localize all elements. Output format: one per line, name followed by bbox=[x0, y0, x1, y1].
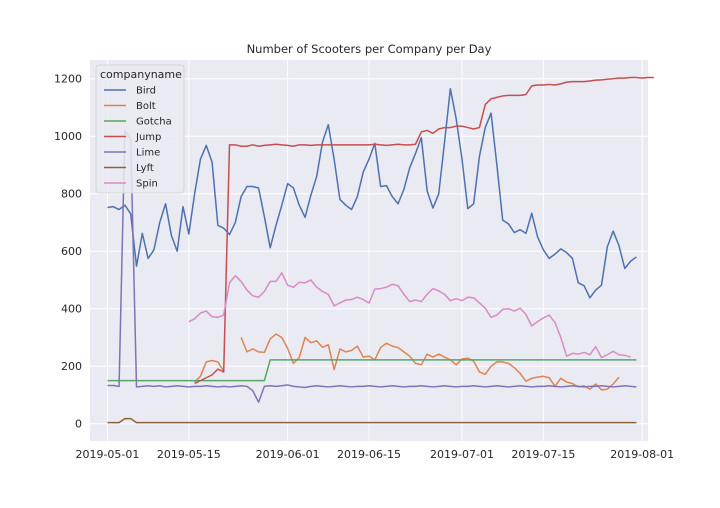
legend-box bbox=[95, 64, 185, 194]
series-line-spin bbox=[188, 272, 631, 359]
legend-label-gotcha: Gotcha bbox=[136, 117, 172, 128]
series-lines bbox=[107, 76, 654, 424]
y-tick-label: 800 bbox=[61, 188, 82, 201]
legend: companyname Bird Bolt Gotcha Jump Lime Lyft Sp… bbox=[95, 64, 185, 194]
legend-items: Bird Bolt Gotcha Jump Lime Lyft Spin bbox=[104, 86, 172, 190]
legend-label-bird: Bird bbox=[136, 86, 156, 97]
x-tick-label: 2019-08-01 bbox=[610, 448, 674, 461]
y-tick-label: 400 bbox=[61, 303, 82, 316]
x-tick-label: 2019-06-15 bbox=[337, 448, 401, 461]
series-line-lime bbox=[107, 129, 637, 403]
grid bbox=[90, 60, 648, 441]
x-tick-label: 2019-05-01 bbox=[75, 448, 139, 461]
series-line-lyft bbox=[107, 417, 637, 424]
legend-label-spin: Spin bbox=[136, 179, 158, 190]
series-line-bolt bbox=[240, 333, 620, 391]
series-line-jump bbox=[194, 76, 654, 385]
x-tick-label: 2019-07-01 bbox=[430, 448, 494, 461]
x-tick-label: 2019-07-15 bbox=[511, 448, 575, 461]
y-tick-label: 200 bbox=[61, 360, 82, 373]
y-tick-label: 600 bbox=[61, 245, 82, 258]
y-tick-label: 0 bbox=[75, 418, 82, 431]
legend-title: companyname bbox=[100, 68, 182, 81]
y-tick-label: 1000 bbox=[54, 130, 82, 143]
y-tick-label: 1200 bbox=[54, 73, 82, 86]
y-tick-labels: 0 200 400 600 800 1000 1200 bbox=[54, 73, 82, 431]
series-line-bird bbox=[107, 88, 637, 299]
legend-label-jump: Jump bbox=[135, 132, 161, 143]
chart-title: Number of Scooters per Company per Day bbox=[247, 42, 492, 56]
series-line-bolt bbox=[194, 359, 225, 383]
x-tick-label: 2019-06-01 bbox=[256, 448, 320, 461]
series-line-gotcha bbox=[107, 359, 637, 382]
legend-label-bolt: Bolt bbox=[136, 101, 156, 112]
legend-label-lyft: Lyft bbox=[136, 163, 154, 174]
legend-label-lime: Lime bbox=[136, 148, 160, 159]
x-tick-labels: 2019-05-01 2019-05-15 2019-06-01 2019-06-15… bbox=[75, 448, 674, 461]
x-tick-label: 2019-05-15 bbox=[157, 448, 221, 461]
